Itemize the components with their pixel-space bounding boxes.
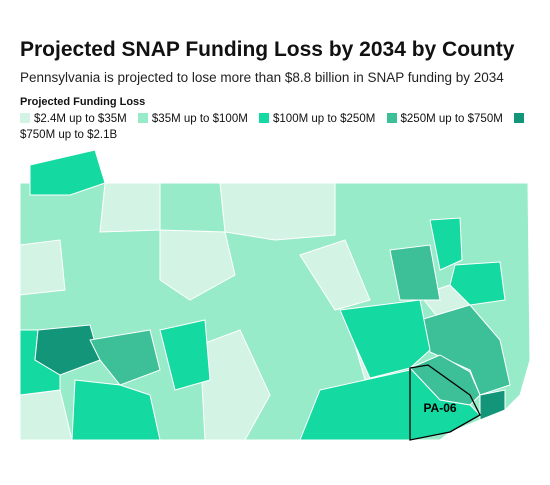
legend-label: $35M up to $100M — [151, 113, 248, 125]
county — [89, 329, 161, 386]
subtitle: Pennsylvania is projected to lose more t… — [20, 70, 504, 85]
county — [419, 304, 511, 396]
county — [219, 182, 336, 241]
legend-label: $100M up to $250M — [273, 113, 376, 125]
legend-swatch — [386, 113, 397, 123]
district-label: PA-06 — [423, 401, 456, 415]
legend-item: $2.4M up to $35M — [20, 113, 127, 125]
legend-swatch — [137, 113, 148, 123]
county — [389, 244, 441, 301]
legend-swatch — [259, 113, 270, 123]
legend-label: $750M up to $2.1B — [20, 129, 118, 141]
legend-swatch — [514, 113, 525, 123]
county — [449, 261, 506, 306]
county — [299, 239, 371, 311]
county — [19, 239, 66, 296]
county — [479, 389, 506, 421]
county — [99, 182, 161, 233]
county — [159, 319, 211, 391]
legend-label: $2.4M up to $35M — [34, 113, 127, 125]
legend-item: $750M up to $2.1B — [20, 113, 528, 141]
legend-item: $250M up to $750M — [386, 113, 503, 125]
county — [299, 369, 411, 441]
legend-item: $100M up to $250M — [259, 113, 375, 125]
legend-swatch — [20, 113, 30, 123]
county — [429, 217, 463, 271]
district-outline — [409, 364, 481, 441]
county — [159, 229, 236, 301]
legend-title: Projected Funding Loss — [20, 96, 146, 108]
legend: $2.4M up to $35M $35M up to $100M $100M … — [20, 111, 530, 143]
county — [34, 324, 101, 376]
county — [71, 379, 161, 441]
counties — [19, 149, 531, 441]
legend-label: $250M up to $750M — [400, 113, 503, 125]
legend-item: $35M up to $100M — [137, 113, 248, 125]
county — [199, 329, 271, 441]
title: Projected SNAP Funding Loss by 2034 by C… — [20, 38, 515, 61]
